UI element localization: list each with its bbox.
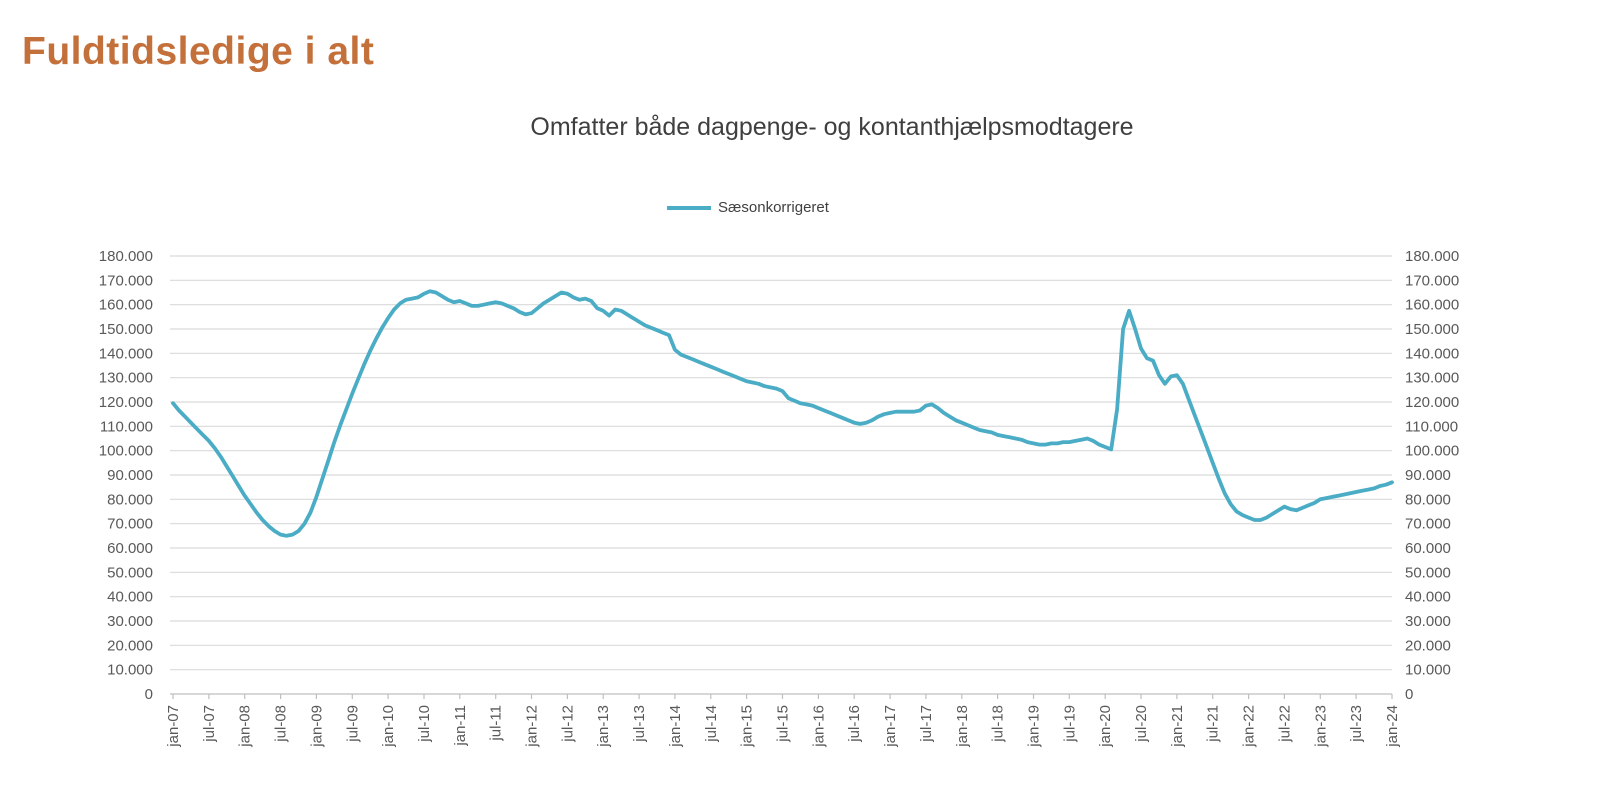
svg-text:jan-13: jan-13 (595, 705, 612, 748)
svg-text:jul-16: jul-16 (846, 705, 863, 743)
svg-text:10.000: 10.000 (107, 662, 153, 679)
svg-text:jan-14: jan-14 (667, 705, 684, 748)
svg-text:110.000: 110.000 (100, 418, 153, 435)
legend-label: Sæsonkorrigeret (718, 199, 829, 216)
svg-text:jan-24: jan-24 (1384, 705, 1401, 748)
legend-line-swatch (667, 205, 712, 210)
svg-text:80.000: 80.000 (107, 491, 153, 508)
chart-title: Omfatter både dagpenge- og kontanthjælps… (530, 113, 1134, 141)
svg-text:jul-18: jul-18 (990, 705, 1007, 743)
svg-text:60.000: 60.000 (107, 540, 153, 557)
svg-text:jul-14: jul-14 (703, 705, 720, 743)
svg-text:150.000: 150.000 (1405, 321, 1459, 338)
svg-text:0: 0 (145, 686, 153, 703)
svg-text:jan-22: jan-22 (1241, 705, 1258, 748)
svg-text:jul-10: jul-10 (416, 705, 433, 743)
svg-text:120.000: 120.000 (99, 394, 153, 411)
svg-text:140.000: 140.000 (1405, 345, 1459, 362)
svg-text:jan-07: jan-07 (165, 705, 182, 748)
svg-text:110.000: 110.000 (1405, 418, 1458, 435)
svg-text:100.000: 100.000 (1405, 443, 1459, 460)
svg-text:170.000: 170.000 (1405, 272, 1459, 289)
svg-text:jan-20: jan-20 (1097, 705, 1114, 748)
svg-text:180.000: 180.000 (99, 248, 153, 265)
svg-text:170.000: 170.000 (99, 272, 153, 289)
svg-text:jan-15: jan-15 (739, 705, 756, 748)
svg-text:130.000: 130.000 (1405, 370, 1459, 387)
svg-text:100.000: 100.000 (99, 443, 153, 460)
svg-text:90.000: 90.000 (107, 467, 153, 484)
svg-text:40.000: 40.000 (1405, 589, 1451, 606)
svg-text:jul-12: jul-12 (559, 705, 576, 743)
svg-text:jul-13: jul-13 (631, 705, 648, 743)
svg-text:jul-22: jul-22 (1276, 705, 1293, 743)
svg-text:jul-21: jul-21 (1205, 705, 1222, 743)
svg-text:160.000: 160.000 (1405, 297, 1459, 314)
svg-text:130.000: 130.000 (99, 370, 153, 387)
page-title: Fuldtidsledige i alt (22, 30, 375, 73)
svg-text:jan-12: jan-12 (524, 705, 541, 748)
svg-text:120.000: 120.000 (1405, 394, 1459, 411)
svg-text:jan-16: jan-16 (810, 705, 827, 748)
svg-text:10.000: 10.000 (1405, 662, 1451, 679)
svg-text:90.000: 90.000 (1405, 467, 1451, 484)
svg-text:20.000: 20.000 (107, 637, 153, 654)
svg-text:jul-19: jul-19 (1061, 705, 1078, 743)
svg-text:0: 0 (1405, 686, 1413, 703)
svg-text:jul-17: jul-17 (918, 705, 935, 743)
svg-text:50.000: 50.000 (1405, 564, 1451, 581)
svg-text:jul-08: jul-08 (273, 705, 290, 743)
svg-text:80.000: 80.000 (1405, 491, 1451, 508)
svg-text:jan-23: jan-23 (1312, 705, 1329, 748)
svg-text:jan-10: jan-10 (380, 705, 397, 748)
svg-text:50.000: 50.000 (107, 564, 153, 581)
svg-text:180.000: 180.000 (1405, 248, 1459, 265)
svg-text:30.000: 30.000 (107, 613, 153, 630)
svg-text:jul-20: jul-20 (1133, 705, 1150, 743)
svg-text:jan-09: jan-09 (308, 705, 325, 748)
svg-text:jan-18: jan-18 (954, 705, 971, 748)
svg-text:30.000: 30.000 (1405, 613, 1451, 630)
svg-text:20.000: 20.000 (1405, 637, 1451, 654)
svg-text:70.000: 70.000 (1405, 516, 1451, 533)
svg-text:jul-07: jul-07 (201, 705, 218, 743)
svg-text:jan-19: jan-19 (1026, 705, 1043, 748)
svg-text:jan-21: jan-21 (1169, 705, 1186, 748)
svg-text:jul-09: jul-09 (344, 705, 361, 743)
svg-text:40.000: 40.000 (107, 589, 153, 606)
svg-text:60.000: 60.000 (1405, 540, 1451, 557)
svg-text:jul-15: jul-15 (775, 705, 792, 743)
svg-text:160.000: 160.000 (99, 297, 153, 314)
svg-text:jan-17: jan-17 (882, 705, 899, 748)
svg-text:140.000: 140.000 (99, 345, 153, 362)
legend: Sæsonkorrigeret (667, 199, 829, 216)
svg-text:jul-23: jul-23 (1348, 705, 1365, 743)
svg-text:jan-11: jan-11 (452, 705, 469, 747)
svg-text:jan-08: jan-08 (237, 705, 254, 748)
svg-text:150.000: 150.000 (99, 321, 153, 338)
svg-text:70.000: 70.000 (107, 516, 153, 533)
svg-text:jul-11: jul-11 (488, 705, 505, 742)
